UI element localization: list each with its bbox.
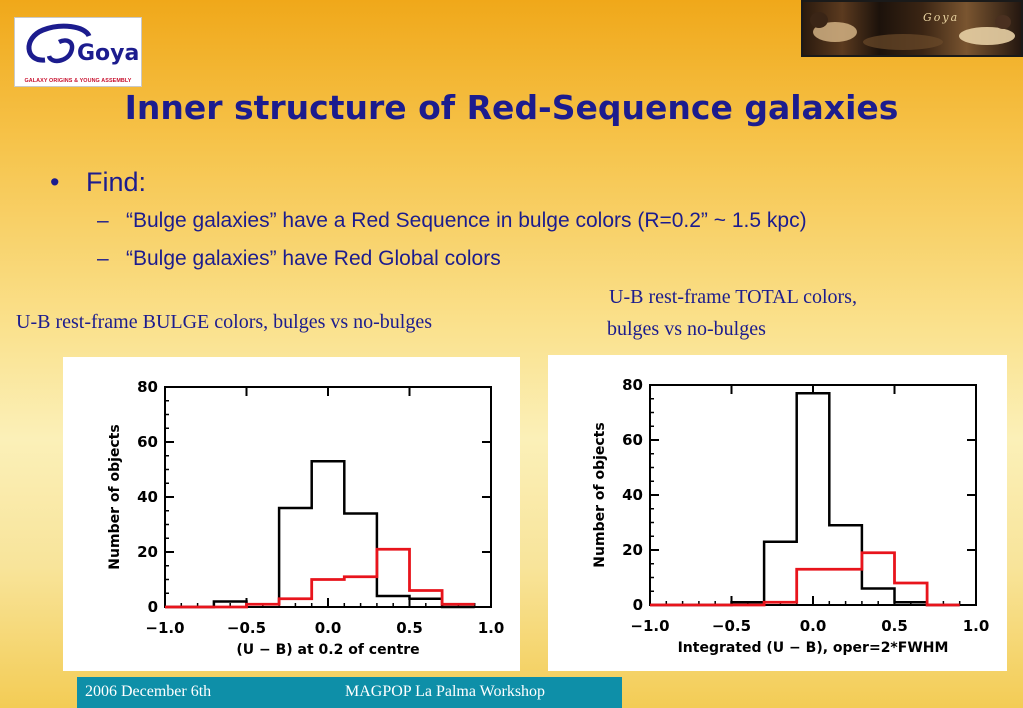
x-tick-label: −1.0	[145, 619, 184, 637]
y-tick-label: 80	[137, 378, 158, 396]
caption-left: U-B rest-frame BULGE colors, bulges vs n…	[16, 311, 433, 333]
chart-panel-total: −1.0 −0.5 0.0 0.5 1.0 0 20 40 60 80 Number of obje…	[548, 355, 1007, 671]
header-painting: Goya	[801, 0, 1023, 57]
painting-image	[810, 12, 1015, 50]
y-tick-label: 20	[137, 543, 158, 561]
y-tick-label: 80	[622, 376, 643, 394]
y-tick-label: 0	[148, 598, 158, 616]
x-tick-label: 1.0	[963, 617, 990, 635]
y-tick-label: 40	[137, 488, 158, 506]
logo-wordmark: Goya	[77, 41, 139, 66]
series-black-histogram	[650, 392, 960, 607]
series-black-histogram	[165, 460, 475, 609]
sub-bullet-1: – “Bulge galaxies” have a Red Sequence in…	[97, 209, 807, 233]
sub-bullet-2: – “Bulge galaxies” have Red Global colors	[97, 247, 501, 271]
x-tick-label: −0.5	[712, 617, 751, 635]
bullet-find-text: Find:	[86, 167, 147, 197]
sub-bullet-2-text: “Bulge galaxies” have Red Global colors	[126, 247, 501, 270]
y-tick-label: 20	[622, 541, 643, 559]
goya-logo: Goya GALAXY ORIGINS & YOUNG ASSEMBLY	[14, 17, 142, 87]
slide-title: Inner structure of Red-Sequence galaxies	[124, 88, 899, 127]
footer-date: 2006 December 6th	[85, 683, 212, 700]
x-tick-label: −0.5	[227, 619, 266, 637]
footer-event: MAGPOP La Palma Workshop	[345, 683, 546, 700]
painting-signature: Goya	[923, 11, 960, 24]
goya-logo-mark: Goya	[26, 23, 139, 66]
x-tick-label: 0.5	[396, 619, 423, 637]
y-tick-label: 0	[633, 596, 643, 614]
y-tick-label: 60	[622, 431, 643, 449]
x-tick-label: 1.0	[478, 619, 505, 637]
x-axis-label: (U − B) at 0.2 of centre	[236, 642, 419, 658]
caption-right-line2: bulges vs no-bulges	[607, 318, 766, 340]
sub-bullet-marker: –	[97, 247, 109, 270]
chart-panel-bulge: −1.0 −0.5 0.0 0.5 1.0 0 20 40 60 80 Number of obje…	[63, 357, 520, 671]
x-tick-label: 0.0	[315, 619, 342, 637]
bullet-find: • Find:	[50, 167, 146, 198]
series-red-histogram	[165, 547, 475, 609]
x-tick-label: 0.0	[800, 617, 827, 635]
x-axis-label: Integrated (U − B), oper=2*FWHM	[678, 640, 949, 656]
y-tick-label: 60	[137, 433, 158, 451]
footer-bar: 2006 December 6th MAGPOP La Palma Worksh…	[77, 677, 622, 708]
histogram-total-colors: −1.0 −0.5 0.0 0.5 1.0 0 20 40 60 80 Number of obje…	[592, 376, 990, 656]
y-tick-label: 40	[622, 486, 643, 504]
x-tick-label: 0.5	[881, 617, 908, 635]
x-tick-label: −1.0	[630, 617, 669, 635]
sub-bullet-1-text: “Bulge galaxies” have a Red Sequence in …	[126, 209, 807, 232]
series-red-histogram	[650, 551, 960, 607]
caption-right-line1: U-B rest-frame TOTAL colors,	[609, 286, 857, 308]
plot-frame	[649, 384, 977, 606]
logo-subtitle: GALAXY ORIGINS & YOUNG ASSEMBLY	[24, 78, 132, 84]
y-axis-label: Number of objects	[592, 422, 608, 567]
sub-bullet-marker: –	[97, 209, 109, 232]
bullet-marker: •	[50, 167, 60, 197]
histogram-bulge-colors: −1.0 −0.5 0.0 0.5 1.0 0 20 40 60 80 Number of obje…	[107, 378, 505, 658]
plot-frame	[164, 386, 492, 608]
y-axis-label: Number of objects	[107, 424, 123, 569]
